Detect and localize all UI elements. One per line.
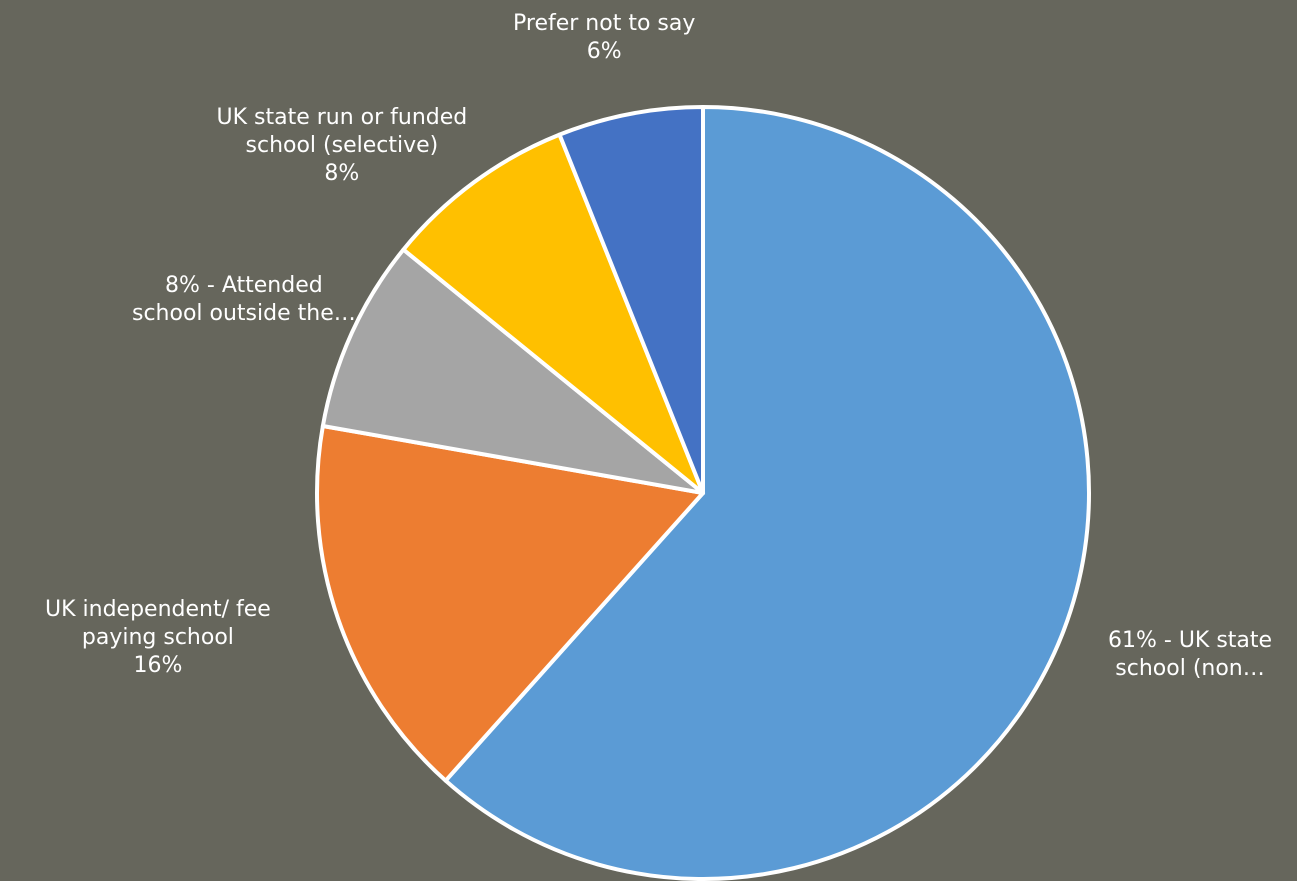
pie-slice-1 xyxy=(315,423,705,783)
slice-label-line: paying school xyxy=(81,625,234,650)
pie-slice-4 xyxy=(557,105,705,495)
slice-label-4: Prefer not to say 6% xyxy=(513,10,695,66)
slice-label-line: school (non… xyxy=(1115,656,1265,681)
slice-label-line: 8% - Attended xyxy=(165,273,323,298)
slice-label-line: 8% xyxy=(324,161,360,186)
slice-label-line: UK state run or funded xyxy=(216,105,468,130)
slice-label-3: UK state run or funded school (selective)… xyxy=(217,104,468,188)
slice-label-1: UK independent/ fee paying school 16% xyxy=(45,596,271,680)
slice-label-line: school outside the… xyxy=(132,301,356,326)
slice-label-line: school (selective) xyxy=(245,133,439,158)
slice-label-line: UK independent/ fee xyxy=(45,597,271,622)
slice-label-2: 8% - Attended school outside the… xyxy=(132,272,356,328)
pie-slice-3 xyxy=(401,132,705,495)
slice-label-line: 6% xyxy=(586,39,622,64)
slice-label-0: 61% - UK state school (non… xyxy=(1108,627,1272,683)
slice-label-line: 61% - UK state xyxy=(1108,628,1273,653)
slice-label-line: 16% xyxy=(133,653,183,678)
slice-label-line: Prefer not to say xyxy=(513,11,696,36)
pie-slice-2 xyxy=(320,247,705,495)
pie-slice-0 xyxy=(443,105,1091,881)
